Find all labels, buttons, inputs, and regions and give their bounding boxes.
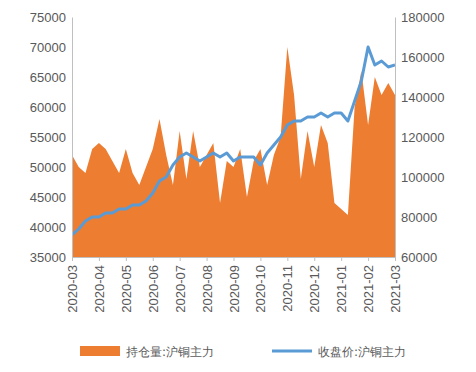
tick: 60000 bbox=[30, 100, 72, 115]
tick-mark bbox=[72, 257, 73, 261]
tick: 55000 bbox=[30, 130, 72, 145]
y2-axis: 60000 80000 100000 120000 140000 160000 180000 bbox=[395, 10, 444, 265]
tick-label: 40000 bbox=[30, 220, 66, 235]
tick-label: 160000 bbox=[401, 50, 444, 65]
axis-line bbox=[73, 258, 396, 262]
legend-label: 持仓量:沪铜主力 bbox=[126, 345, 214, 359]
tick-label: 180000 bbox=[401, 10, 444, 25]
tick-mark bbox=[153, 257, 154, 261]
tick-mark bbox=[368, 257, 369, 261]
legend-swatch bbox=[272, 350, 312, 353]
tick-mark bbox=[341, 257, 342, 261]
tick-label: 2021-03 bbox=[388, 265, 403, 313]
legend-item: 持仓量:沪铜主力 bbox=[80, 345, 214, 359]
tick-mark bbox=[99, 257, 100, 261]
tick-label: 70000 bbox=[30, 40, 66, 55]
tick: 2020-10 bbox=[253, 257, 268, 313]
tick: 35000 bbox=[30, 250, 72, 265]
tick: 2020-11 bbox=[280, 257, 295, 312]
tick: 2020-08 bbox=[200, 257, 215, 313]
tick-label: 100000 bbox=[401, 170, 444, 185]
tick-label: 2020-10 bbox=[253, 265, 268, 313]
tick-mark bbox=[207, 257, 208, 261]
tick-label: 2020-07 bbox=[173, 265, 188, 313]
area-series bbox=[72, 47, 395, 257]
tick-label: 2021-01 bbox=[334, 265, 349, 313]
tick-label: 50000 bbox=[30, 160, 66, 175]
tick-mark bbox=[234, 257, 235, 261]
axis-line bbox=[72, 18, 73, 258]
tick: 100000 bbox=[395, 170, 444, 185]
tick-mark bbox=[126, 257, 127, 261]
tick-label: 45000 bbox=[30, 190, 66, 205]
tick: 75000 bbox=[30, 10, 72, 25]
tick: 2021-01 bbox=[334, 257, 349, 313]
tick-label: 2020-09 bbox=[227, 265, 242, 313]
legend-label: 收盘价:沪铜主力 bbox=[318, 345, 406, 359]
tick: 70000 bbox=[30, 40, 72, 55]
legend-item: 收盘价:沪铜主力 bbox=[272, 345, 406, 359]
tick-label: 2020-08 bbox=[200, 265, 215, 313]
tick: 2020-05 bbox=[119, 257, 134, 313]
tick: 2020-04 bbox=[92, 257, 107, 313]
tick: 2021-03 bbox=[388, 257, 403, 313]
tick-label: 2020-11 bbox=[280, 265, 295, 312]
tick: 2020-03 bbox=[65, 257, 80, 313]
tick: 120000 bbox=[395, 130, 444, 145]
tick: 65000 bbox=[30, 70, 72, 85]
tick-label: 2021-02 bbox=[361, 265, 376, 313]
tick-label: 2020-12 bbox=[307, 265, 322, 313]
tick: 80000 bbox=[395, 210, 437, 225]
tick-label: 120000 bbox=[401, 130, 444, 145]
chart: 35000 40000 45000 50000 55000 60000 65000 70000… bbox=[0, 0, 476, 372]
tick-mark bbox=[314, 257, 315, 261]
tick-label: 2020-04 bbox=[92, 265, 107, 313]
tick-label: 2020-03 bbox=[65, 265, 80, 313]
tick-label: 140000 bbox=[401, 90, 444, 105]
plot-area bbox=[72, 47, 395, 257]
tick: 2021-02 bbox=[361, 257, 376, 313]
tick: 2020-12 bbox=[307, 257, 322, 313]
tick: 140000 bbox=[395, 90, 444, 105]
tick: 160000 bbox=[395, 50, 444, 65]
tick-label: 2020-05 bbox=[119, 265, 134, 313]
legend-swatch bbox=[80, 346, 120, 356]
line-series bbox=[72, 47, 395, 235]
tick-mark bbox=[395, 257, 396, 261]
tick-label: 60000 bbox=[30, 100, 66, 115]
tick-mark bbox=[260, 257, 261, 261]
tick: 60000 bbox=[395, 250, 437, 265]
tick: 2020-06 bbox=[146, 257, 161, 313]
axis-line bbox=[395, 18, 396, 258]
tick: 2020-07 bbox=[173, 257, 188, 313]
tick-mark bbox=[180, 257, 181, 261]
tick: 40000 bbox=[30, 220, 72, 235]
tick-label: 55000 bbox=[30, 130, 66, 145]
tick: 45000 bbox=[30, 190, 72, 205]
x-axis: 2020-03 2020-04 2020-05 2020-06 2020-07 2020-… bbox=[65, 257, 403, 313]
tick-label: 35000 bbox=[30, 250, 66, 265]
y-axis: 35000 40000 45000 50000 55000 60000 65000 70000… bbox=[30, 10, 73, 265]
tick-label: 65000 bbox=[30, 70, 66, 85]
legend: 持仓量:沪铜主力 收盘价:沪铜主力 bbox=[80, 345, 406, 359]
tick: 2020-09 bbox=[227, 257, 242, 313]
tick-label: 2020-06 bbox=[146, 265, 161, 313]
tick-label: 75000 bbox=[30, 10, 66, 25]
tick-mark bbox=[287, 257, 288, 261]
tick-label: 60000 bbox=[401, 250, 437, 265]
tick-label: 80000 bbox=[401, 210, 437, 225]
tick: 50000 bbox=[30, 160, 72, 175]
tick: 180000 bbox=[395, 10, 444, 25]
